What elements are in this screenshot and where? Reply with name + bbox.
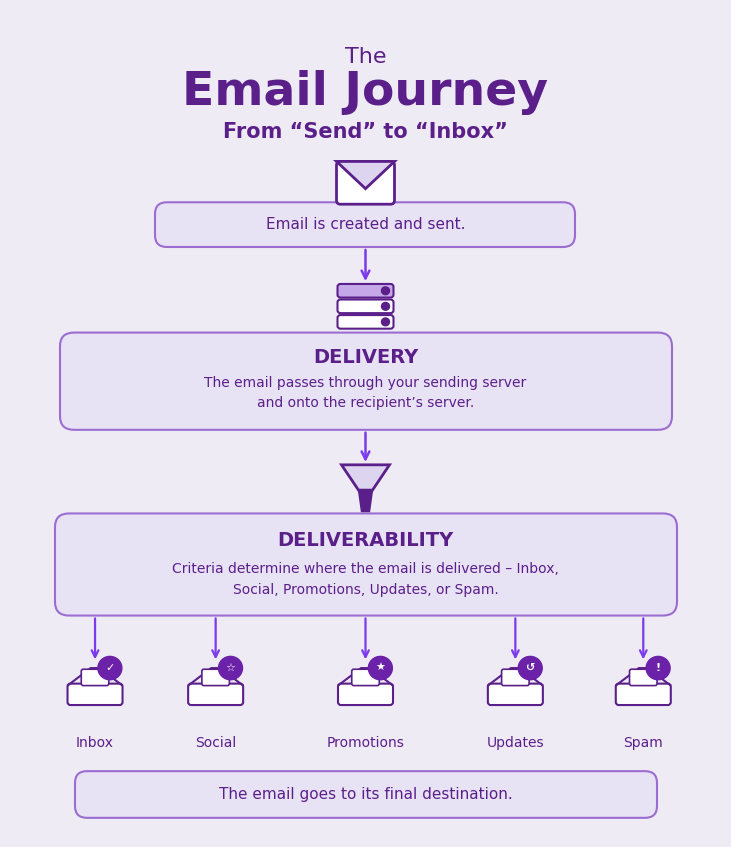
Circle shape [646,656,670,680]
FancyBboxPatch shape [55,513,677,616]
Text: ↺: ↺ [526,663,535,673]
FancyBboxPatch shape [81,669,109,685]
FancyBboxPatch shape [202,669,230,685]
FancyBboxPatch shape [155,202,575,247]
Text: The email goes to its final destination.: The email goes to its final destination. [219,787,512,802]
Circle shape [368,656,393,680]
Text: The: The [345,47,386,67]
FancyBboxPatch shape [336,162,395,204]
FancyBboxPatch shape [629,669,657,685]
FancyBboxPatch shape [338,684,393,705]
Text: Criteria determine where the email is delivered – Inbox,
Social, Promotions, Upd: Criteria determine where the email is de… [172,562,559,597]
Text: ✓: ✓ [105,663,115,673]
FancyBboxPatch shape [338,315,393,329]
FancyBboxPatch shape [60,333,672,429]
Circle shape [98,656,122,680]
Text: ★: ★ [375,663,385,673]
Polygon shape [336,162,395,189]
Text: DELIVERABILITY: DELIVERABILITY [277,531,454,551]
Text: Inbox: Inbox [76,736,114,750]
Text: The email passes through your sending server
and onto the recipient’s server.: The email passes through your sending se… [205,375,526,410]
Text: !: ! [656,663,661,673]
Circle shape [382,287,390,295]
Text: Updates: Updates [487,736,544,750]
Circle shape [219,656,243,680]
Text: DELIVERY: DELIVERY [313,348,418,368]
FancyBboxPatch shape [338,300,393,313]
FancyBboxPatch shape [188,684,243,705]
FancyBboxPatch shape [67,684,123,705]
Text: Spam: Spam [624,736,663,750]
FancyBboxPatch shape [338,284,393,297]
Text: Email is created and sent.: Email is created and sent. [266,217,465,232]
Polygon shape [341,465,390,490]
Circle shape [382,302,390,310]
Text: Email Journey: Email Journey [183,70,548,115]
FancyBboxPatch shape [616,684,671,705]
FancyBboxPatch shape [488,684,543,705]
FancyBboxPatch shape [75,771,657,818]
FancyBboxPatch shape [501,669,529,685]
Circle shape [382,318,390,326]
FancyBboxPatch shape [352,669,379,685]
Polygon shape [358,490,373,512]
Text: ☆: ☆ [225,663,235,673]
Text: Promotions: Promotions [327,736,404,750]
Circle shape [518,656,542,680]
Text: Social: Social [195,736,236,750]
Text: From “Send” to “Inbox”: From “Send” to “Inbox” [223,122,508,141]
